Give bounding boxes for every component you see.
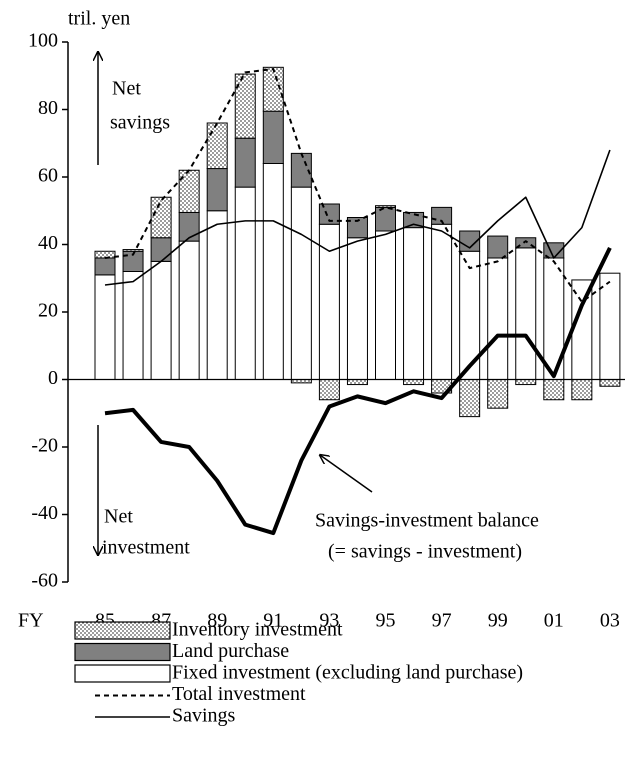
bar <box>178 240 200 380</box>
bar <box>403 227 425 380</box>
x-tick-label: 93 <box>319 610 339 632</box>
bar <box>375 205 396 208</box>
bar <box>150 260 172 380</box>
line <box>104 68 611 303</box>
y-tick-label: 20 <box>38 300 58 322</box>
x-axis-label: FY <box>18 610 44 632</box>
y-tick-label: -20 <box>31 435 58 457</box>
bar <box>431 223 453 380</box>
bar <box>487 379 509 409</box>
legend-swatch <box>74 642 171 662</box>
legend-swatch <box>74 621 171 640</box>
legend-label: Fixed investment (excluding land purchas… <box>172 662 523 684</box>
bar <box>234 73 256 139</box>
bar <box>150 196 172 239</box>
bar <box>599 272 621 380</box>
bar <box>206 122 228 170</box>
legend-label: Total investment <box>172 683 306 705</box>
y-tick-label: -60 <box>31 570 58 592</box>
x-tick-label: 91 <box>263 610 283 632</box>
annotation: (= savings - investment) <box>328 541 522 563</box>
x-tick-label: 99 <box>488 610 508 632</box>
bar <box>94 250 116 259</box>
bar <box>122 249 144 252</box>
bar <box>375 206 396 232</box>
bar <box>206 210 228 380</box>
bar <box>543 379 565 401</box>
line <box>104 246 612 536</box>
bar <box>431 206 453 225</box>
bar <box>515 237 537 249</box>
bar <box>150 237 172 262</box>
bar <box>346 237 368 380</box>
legend-label: Savings <box>172 705 236 727</box>
bar <box>206 168 228 212</box>
bar <box>318 379 340 401</box>
bar <box>459 379 481 418</box>
bar <box>375 230 396 380</box>
annotation: Net <box>112 78 141 100</box>
x-tick-label: 97 <box>432 610 452 632</box>
x-tick-label: 95 <box>376 610 396 632</box>
bar <box>122 271 144 380</box>
y-tick-label: -40 <box>31 502 58 524</box>
bar <box>571 379 593 401</box>
bar <box>487 257 509 380</box>
y-tick-label: 60 <box>38 165 58 187</box>
bar <box>599 379 621 387</box>
bar <box>262 163 284 380</box>
bar <box>94 257 116 276</box>
arrow <box>320 455 373 493</box>
x-tick-label: 01 <box>544 610 564 632</box>
legend-label: Inventory investment <box>172 619 343 641</box>
bar <box>318 203 340 225</box>
y-tick-label: 100 <box>28 30 58 52</box>
legend-label: Land purchase <box>172 640 289 662</box>
line <box>104 149 611 286</box>
bar <box>234 137 256 188</box>
x-tick-label: 03 <box>600 610 620 632</box>
y-tick-label: 80 <box>38 97 58 119</box>
legend-swatch <box>74 664 171 683</box>
bar <box>178 211 200 242</box>
bar <box>262 110 284 164</box>
annotation: Net <box>104 506 133 528</box>
unit-label: tril. yen <box>68 8 130 30</box>
y-tick-label: 40 <box>38 232 58 254</box>
bar <box>515 379 537 386</box>
y-tick-label: 0 <box>48 367 58 389</box>
annotation: savings <box>110 112 170 134</box>
bar <box>234 186 256 380</box>
bar <box>94 274 116 380</box>
bar <box>346 379 368 386</box>
bar <box>515 247 537 380</box>
bar <box>403 379 425 386</box>
x-tick-label: 89 <box>207 610 227 632</box>
annotation: Savings-investment balance <box>315 510 539 532</box>
annotation: investment <box>102 537 190 559</box>
bar <box>262 66 284 112</box>
bar <box>290 186 312 380</box>
bar <box>487 235 509 259</box>
bar <box>346 217 368 239</box>
